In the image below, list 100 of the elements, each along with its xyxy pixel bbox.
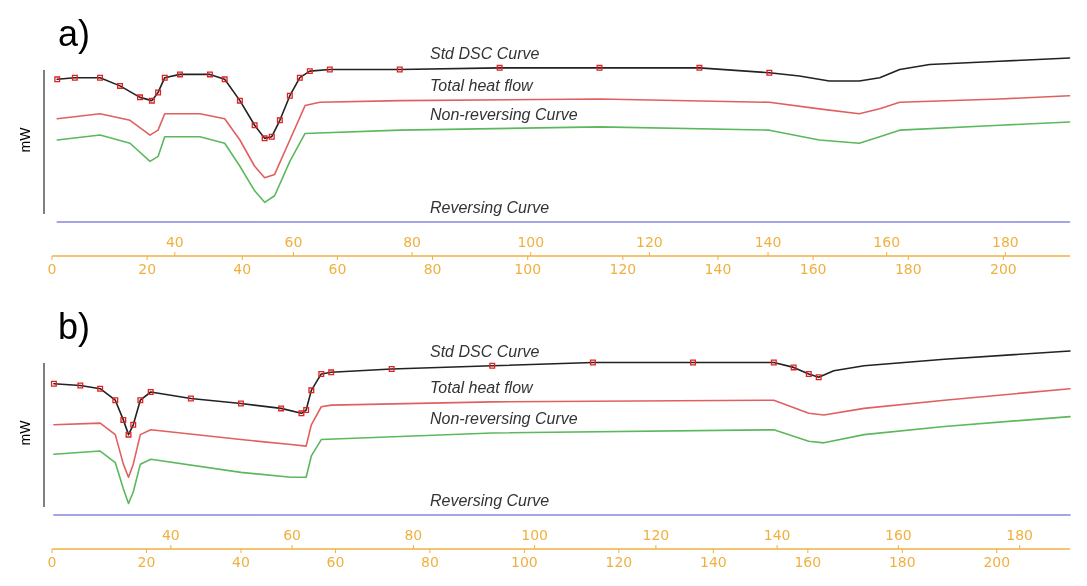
point bbox=[690, 359, 697, 366]
point bbox=[790, 364, 797, 371]
y-axis-title: mW bbox=[17, 126, 33, 153]
point bbox=[50, 380, 57, 387]
x-tick-label: 180 bbox=[888, 554, 916, 570]
x2-tick-label: 60 bbox=[283, 527, 302, 543]
x2-tick-label: 100 bbox=[521, 527, 548, 543]
y-axis-title: mW bbox=[17, 419, 33, 446]
series-label: Total heat flow bbox=[430, 378, 535, 396]
x-tick-label: 140 bbox=[704, 261, 732, 277]
x-tick-label: 40 bbox=[233, 261, 252, 277]
point bbox=[97, 74, 104, 81]
point bbox=[308, 387, 315, 394]
point bbox=[237, 400, 244, 407]
x-tick-label: 200 bbox=[990, 261, 1017, 277]
x-tick-label: 100 bbox=[514, 261, 542, 277]
point bbox=[278, 405, 285, 412]
point bbox=[125, 431, 132, 438]
point bbox=[589, 359, 596, 366]
point bbox=[596, 64, 603, 71]
point bbox=[97, 385, 104, 392]
x2-tick-label: 60 bbox=[284, 234, 303, 250]
x2-tick-label: 120 bbox=[642, 527, 670, 543]
point bbox=[155, 89, 162, 96]
x2-tick-label: 140 bbox=[754, 234, 782, 250]
x-tick-label: 0 bbox=[47, 261, 57, 277]
point bbox=[496, 64, 503, 71]
x-tick-label: 40 bbox=[232, 554, 250, 570]
series-label: Non-reversing Curve bbox=[430, 410, 578, 428]
point bbox=[112, 397, 119, 404]
point bbox=[770, 359, 777, 366]
point bbox=[805, 370, 812, 377]
point bbox=[268, 133, 275, 140]
point bbox=[276, 117, 283, 124]
point bbox=[261, 135, 268, 142]
x2-tick-label: 160 bbox=[885, 527, 912, 543]
x-tick-label: 160 bbox=[794, 554, 822, 570]
point bbox=[147, 389, 154, 395]
point bbox=[298, 410, 305, 417]
point bbox=[318, 370, 325, 377]
series-label: Reversing Curve bbox=[430, 492, 550, 509]
x-tick-label: 160 bbox=[799, 261, 827, 277]
point bbox=[54, 76, 61, 83]
point bbox=[71, 74, 78, 81]
series-label: Std DSC Curve bbox=[430, 342, 540, 360]
point bbox=[296, 74, 303, 81]
point bbox=[117, 82, 124, 89]
x-tick-label: 80 bbox=[421, 554, 439, 570]
x2-tick-label: 180 bbox=[991, 234, 1019, 250]
x2-tick-label: 80 bbox=[404, 527, 423, 543]
x-tick-label: 200 bbox=[983, 554, 1011, 570]
point bbox=[396, 66, 403, 73]
point bbox=[161, 74, 168, 81]
x2-tick-label: 160 bbox=[873, 234, 901, 250]
series-label: Total heat flow bbox=[430, 76, 535, 94]
x-tick-label: 60 bbox=[328, 261, 347, 277]
point bbox=[489, 362, 496, 369]
point bbox=[130, 421, 137, 428]
point bbox=[148, 97, 155, 104]
point bbox=[766, 69, 773, 76]
x2-tick-label: 40 bbox=[165, 234, 184, 250]
point bbox=[696, 64, 703, 71]
x-tick-label: 120 bbox=[605, 554, 633, 570]
chart-title: b) bbox=[58, 306, 91, 347]
point bbox=[236, 97, 243, 104]
point bbox=[286, 92, 293, 99]
x2-tick-label: 120 bbox=[636, 234, 663, 250]
x2-tick-label: 80 bbox=[403, 234, 422, 250]
point bbox=[137, 94, 143, 101]
point bbox=[326, 66, 333, 73]
point bbox=[187, 395, 194, 402]
x-tick-label: 180 bbox=[894, 261, 922, 277]
x-tick-label: 120 bbox=[609, 261, 637, 277]
x2-tick-label: 100 bbox=[517, 234, 545, 250]
x-tick-label: 140 bbox=[699, 554, 727, 570]
x-tick-label: 60 bbox=[326, 554, 345, 570]
point bbox=[120, 416, 127, 423]
x-tick-label: 0 bbox=[47, 554, 57, 570]
point bbox=[206, 71, 213, 78]
point bbox=[221, 76, 228, 83]
x-tick-label: 20 bbox=[137, 554, 156, 570]
x2-tick-label: 180 bbox=[1006, 527, 1034, 543]
point bbox=[137, 397, 144, 404]
series-label: Non-reversing Curve bbox=[430, 105, 578, 123]
x2-tick-label: 140 bbox=[763, 527, 791, 543]
series-label: Std DSC Curve bbox=[430, 45, 540, 62]
x-tick-label: 20 bbox=[138, 261, 157, 277]
point bbox=[328, 369, 335, 376]
point bbox=[815, 374, 822, 381]
point bbox=[388, 366, 395, 373]
x-tick-label: 100 bbox=[511, 554, 538, 570]
point bbox=[303, 407, 310, 414]
point bbox=[77, 382, 84, 389]
chart-title: a) bbox=[58, 13, 91, 54]
point bbox=[176, 71, 183, 78]
point bbox=[251, 122, 258, 129]
series-label: Reversing Curve bbox=[430, 199, 550, 216]
x-tick-label: 80 bbox=[423, 261, 442, 277]
x2-tick-label: 40 bbox=[161, 527, 180, 543]
point bbox=[306, 68, 313, 75]
